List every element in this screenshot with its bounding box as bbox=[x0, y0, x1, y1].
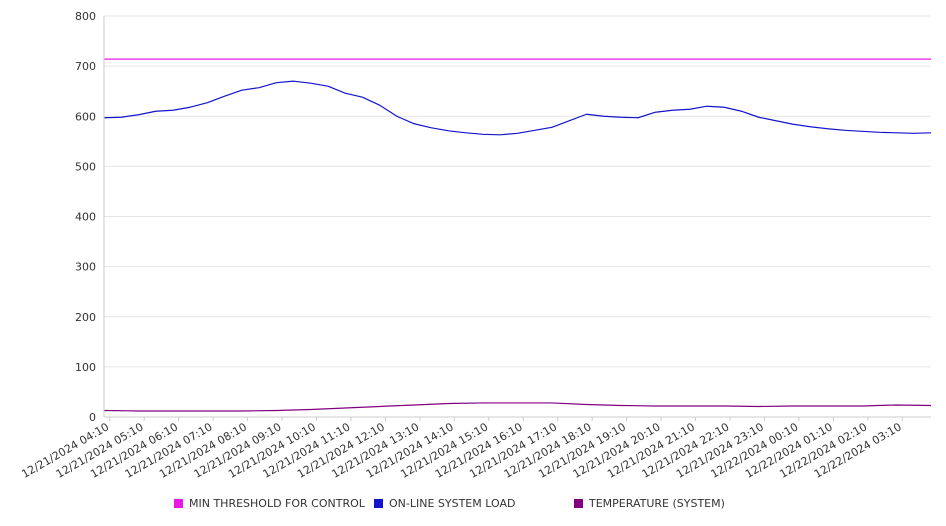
legend-swatch-temperature bbox=[574, 499, 583, 508]
legend-item-system-load[interactable]: ON-LINE SYSTEM LOAD bbox=[374, 497, 515, 510]
legend-item-min-threshold[interactable]: MIN THRESHOLD FOR CONTROL bbox=[174, 497, 365, 510]
y-tick-label: 0 bbox=[89, 411, 96, 424]
y-tick-label: 100 bbox=[75, 361, 96, 374]
y-axis-ticks: 0 100 200 300 400 500 600 700 800 bbox=[75, 10, 96, 424]
legend-swatch-min-threshold bbox=[174, 499, 183, 508]
y-tick-label: 500 bbox=[75, 160, 96, 173]
legend-label-temperature: TEMPERATURE (SYSTEM) bbox=[589, 497, 725, 510]
y-tick-label: 600 bbox=[75, 110, 96, 123]
series-line-system-load bbox=[103, 80, 932, 136]
y-tick-label: 800 bbox=[75, 10, 96, 23]
y-tick-label: 200 bbox=[75, 311, 96, 324]
series-layer bbox=[103, 58, 932, 412]
y-tick-label: 700 bbox=[75, 60, 96, 73]
y-tick-label: 300 bbox=[75, 261, 96, 274]
legend-item-temperature[interactable]: TEMPERATURE (SYSTEM) bbox=[574, 497, 725, 510]
grid-layer bbox=[104, 15, 931, 368]
legend-swatch-system-load bbox=[374, 499, 383, 508]
y-tick-label: 400 bbox=[75, 211, 96, 224]
legend: MIN THRESHOLD FOR CONTROL ON-LINE SYSTEM… bbox=[0, 497, 946, 515]
series-line-temperature bbox=[103, 402, 932, 412]
legend-label-system-load: ON-LINE SYSTEM LOAD bbox=[389, 497, 516, 510]
legend-label-min-threshold: MIN THRESHOLD FOR CONTROL bbox=[189, 497, 365, 510]
